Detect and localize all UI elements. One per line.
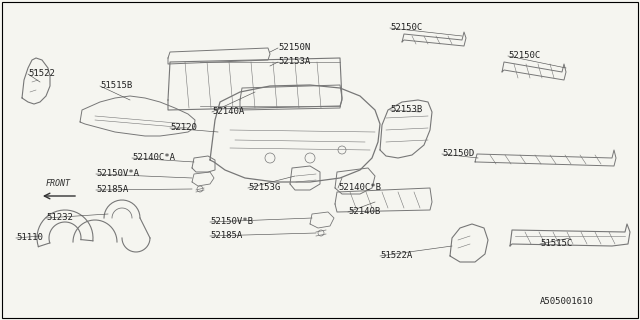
- Text: 52140B: 52140B: [348, 207, 380, 217]
- Text: 52140A: 52140A: [212, 108, 244, 116]
- Text: 51522: 51522: [28, 69, 55, 78]
- Text: 52120: 52120: [170, 124, 197, 132]
- Text: 52150V*A: 52150V*A: [96, 170, 139, 179]
- Text: 52140C*B: 52140C*B: [338, 183, 381, 193]
- Text: 52153G: 52153G: [248, 183, 280, 193]
- Text: 51515C: 51515C: [540, 239, 572, 249]
- Text: FRONT: FRONT: [45, 179, 70, 188]
- Text: 52140C*A: 52140C*A: [132, 154, 175, 163]
- Text: 51110: 51110: [16, 234, 43, 243]
- Text: 52150D: 52150D: [442, 149, 474, 158]
- Text: 51232: 51232: [46, 213, 73, 222]
- Text: 52185A: 52185A: [96, 186, 128, 195]
- Text: 52153B: 52153B: [390, 106, 422, 115]
- Text: 52150V*B: 52150V*B: [210, 218, 253, 227]
- Text: 51515B: 51515B: [100, 82, 132, 91]
- Text: A505001610: A505001610: [540, 298, 594, 307]
- Text: 51522A: 51522A: [380, 252, 412, 260]
- Text: 52150C: 52150C: [390, 23, 422, 33]
- Text: 52150C: 52150C: [508, 52, 540, 60]
- Text: 52153A: 52153A: [278, 58, 310, 67]
- Text: 52150N: 52150N: [278, 44, 310, 52]
- Text: 52185A: 52185A: [210, 231, 243, 241]
